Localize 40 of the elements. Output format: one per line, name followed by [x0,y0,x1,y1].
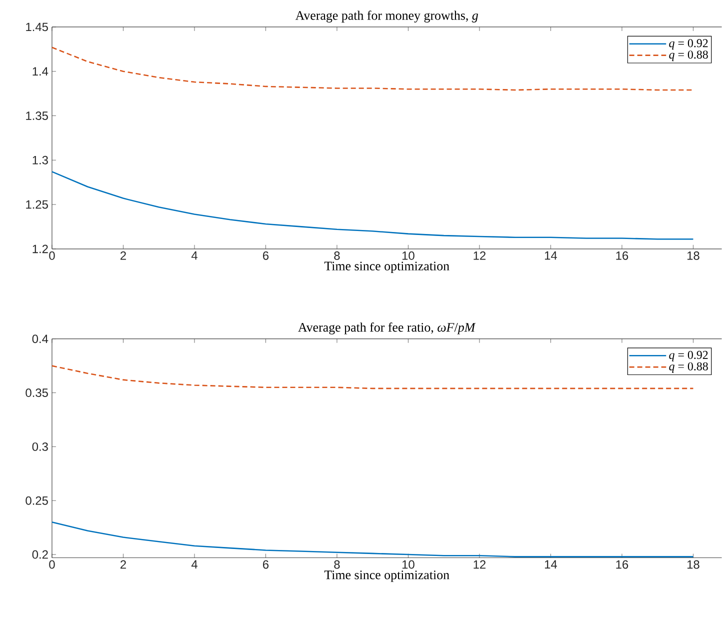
x-axis-title: Time since optimization [324,262,450,274]
x-tick-label: 8 [334,560,340,569]
x-tick-label: 4 [191,560,198,569]
y-tick-label: 0.2 [32,550,48,559]
y-tick-label: 0.3 [32,442,48,452]
x-tick-label: 2 [120,252,126,260]
x-tick-label: 14 [544,252,558,260]
chart-title: Average path for fee ratio, ωF/pM [298,322,476,334]
x-tick-label: 6 [263,252,269,260]
y-tick-label: 1.35 [26,112,48,120]
legend-label: q = 0.92 [669,351,708,362]
line-series [51,171,694,240]
y-tick-label: 1.45 [26,22,48,32]
x-tick-label: 4 [191,252,198,260]
x-tick-label: 0 [49,560,55,569]
x-tick-label: 16 [616,252,628,260]
x-axis-title: Time since optimization [324,570,450,582]
y-tick-label: 0.35 [26,388,48,398]
x-tick-label: 18 [687,560,700,569]
x-tick-label: 14 [544,560,558,569]
x-tick-label: 18 [687,252,700,260]
x-tick-label: 6 [263,560,269,569]
x-tick-label: 8 [334,252,340,260]
y-tick-label: 1.2 [32,244,48,254]
x-tick-label: 16 [616,560,628,569]
x-tick-label: 10 [402,252,414,260]
x-tick-label: 12 [474,560,486,569]
x-tick-label: 12 [474,252,486,260]
x-tick-label: 10 [402,560,414,569]
legend-label: q = 0.88 [669,50,708,62]
x-tick-label: 0 [49,252,55,260]
y-tick-label: 1.25 [26,200,48,209]
legend-label: q = 0.88 [669,362,708,373]
y-tick-label: 1.3 [32,156,48,164]
y-tick-label: 1.4 [32,67,48,76]
y-tick-label: 0.25 [26,496,48,505]
chart-title: Average path for money growths, g [295,10,478,23]
x-tick-label: 2 [120,560,126,569]
y-tick-label: 0.4 [32,334,48,344]
legend-label: q = 0.92 [669,39,708,50]
